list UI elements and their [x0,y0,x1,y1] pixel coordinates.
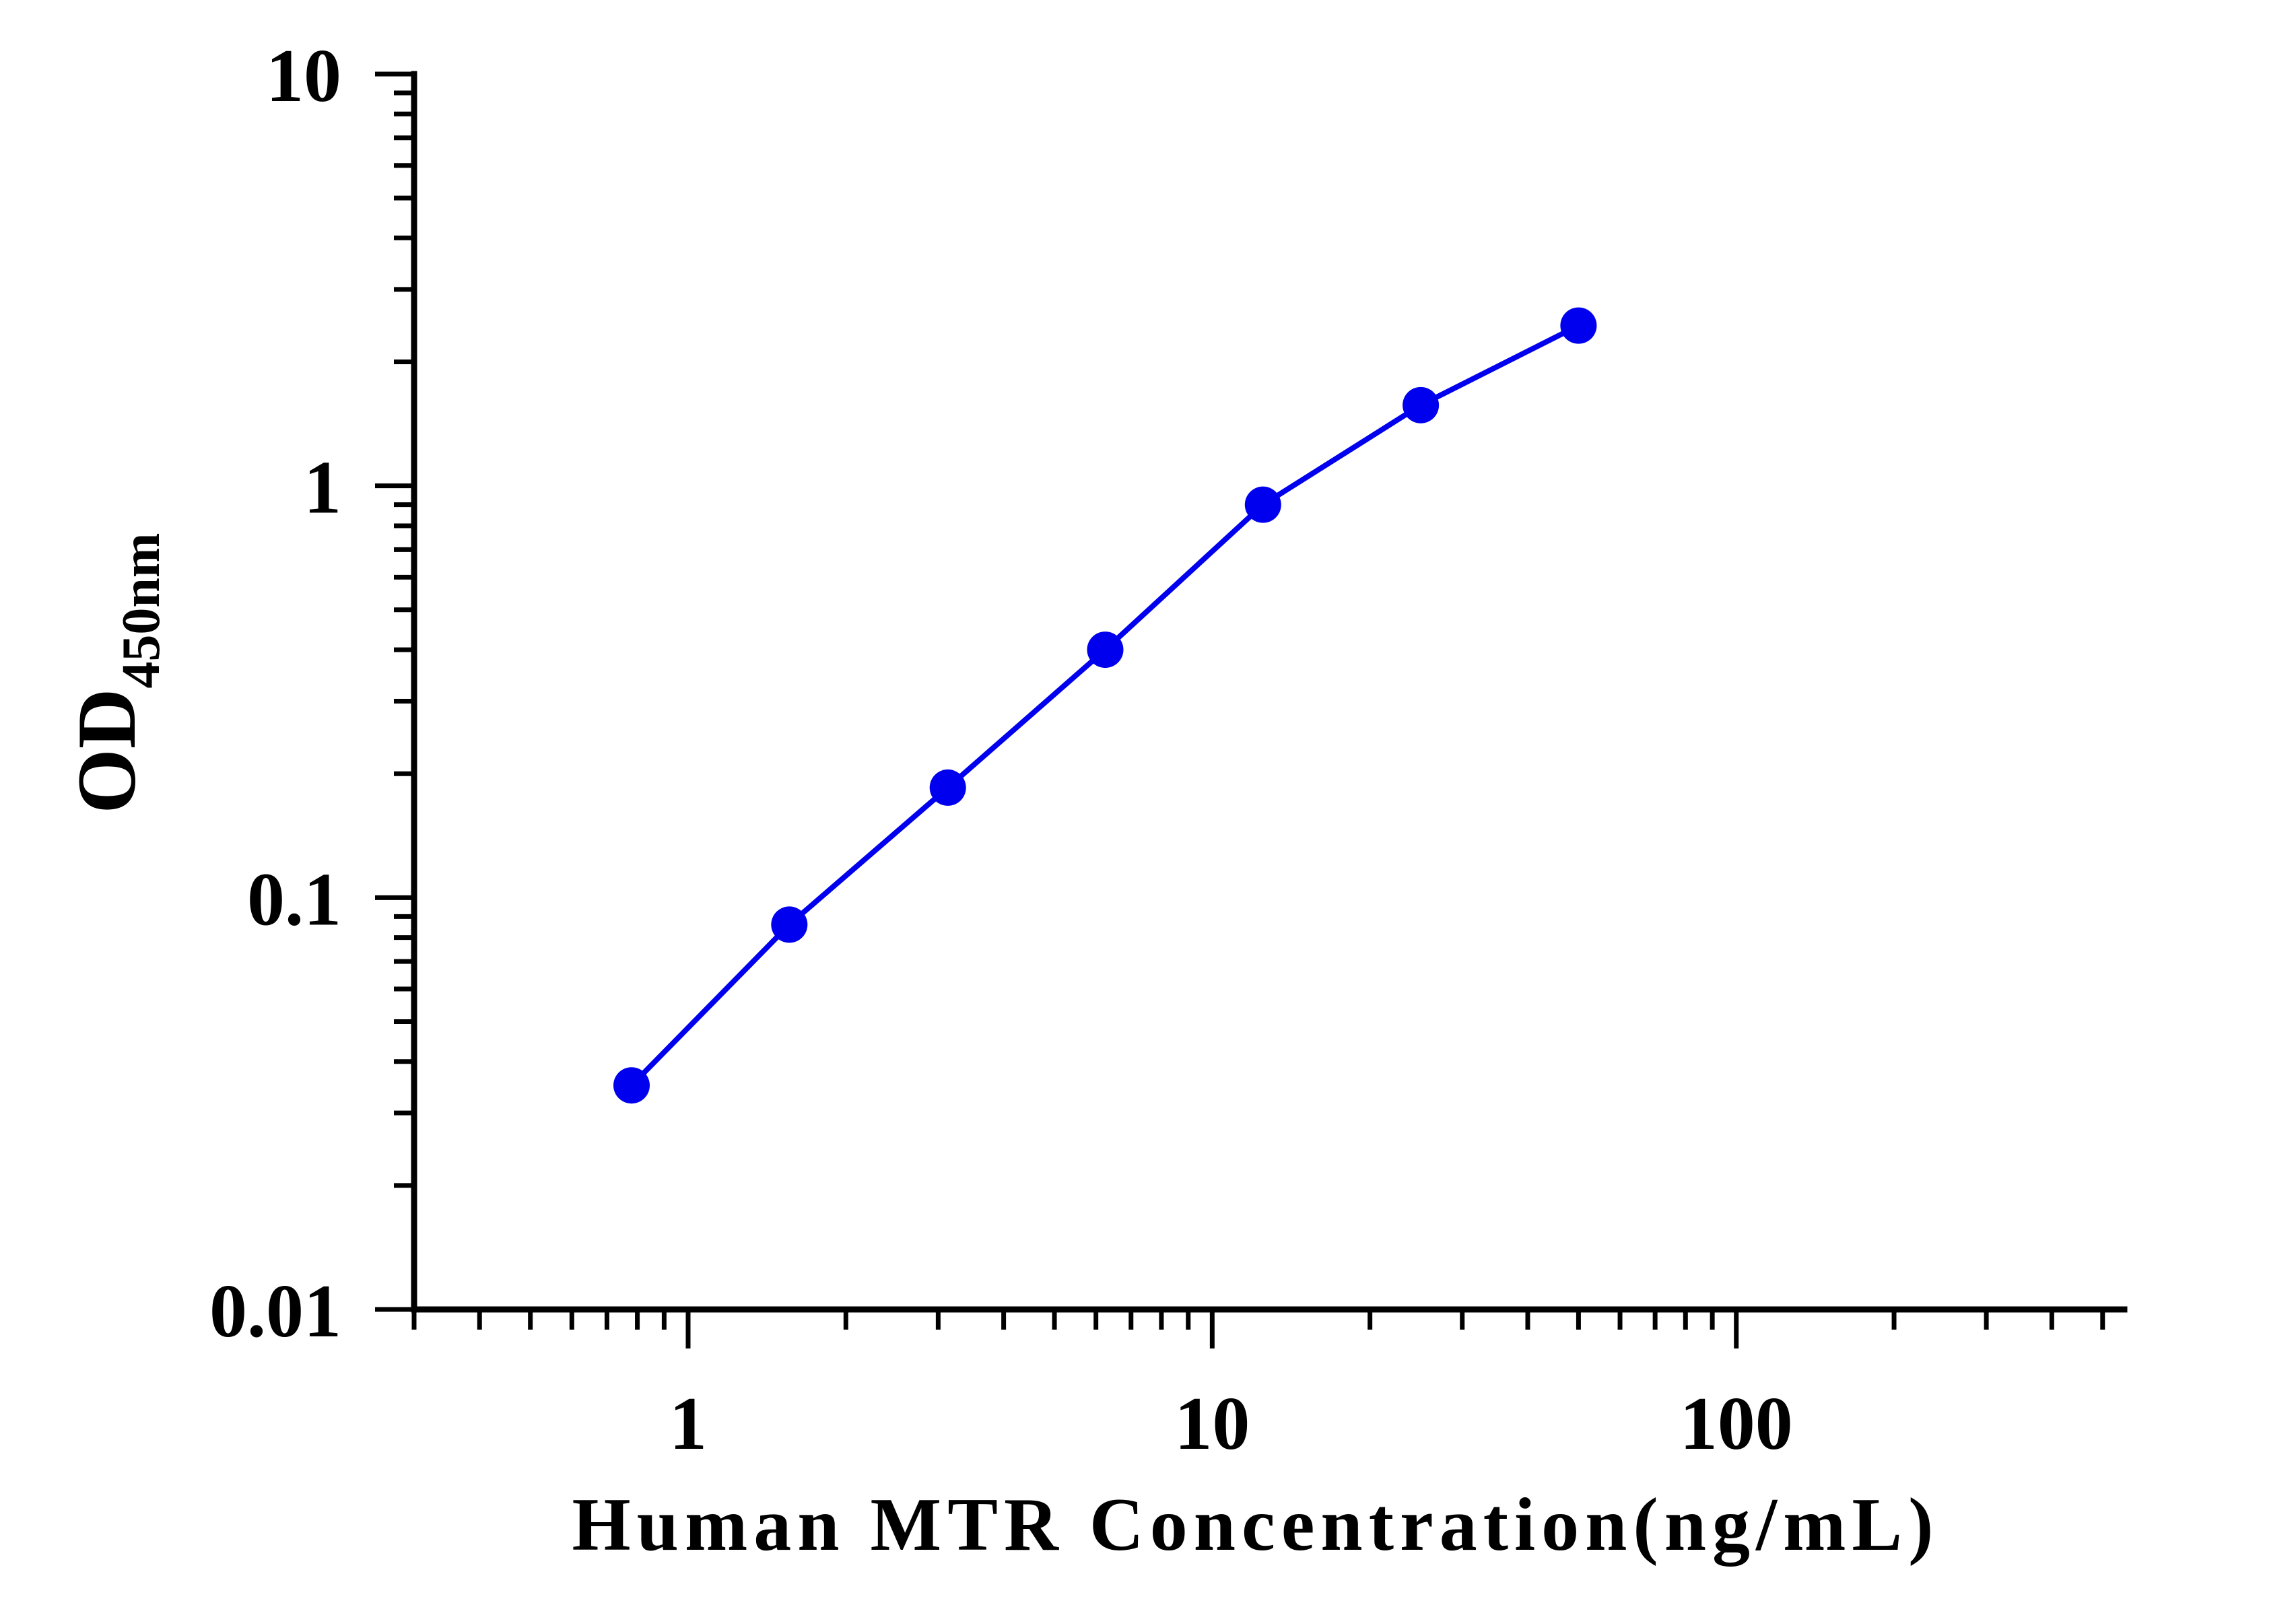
x-axis-label: Human MTR Concentration(ng/mL) [572,1483,1940,1567]
plot-area [613,307,1597,1104]
data-point [613,1067,650,1104]
data-point [929,769,966,806]
x-tick-label: 100 [1680,1382,1793,1466]
data-point [771,906,808,943]
y-axis-label-main: OD [61,689,153,814]
x-tick-label: 1 [669,1382,707,1466]
data-point [1087,631,1124,669]
y-axis-label-subscript: 450nm [112,533,171,688]
x-tick-label: 10 [1174,1382,1250,1466]
series-line [630,323,1580,1088]
y-axis-label: OD450nm [61,533,171,813]
y-tick-label: 0.01 [209,1270,341,1353]
data-point [1244,486,1281,523]
y-tick-label: 10 [266,34,341,118]
axes: 0.01 0.1 1 10 1 10 100 [209,34,2128,1466]
data-point [1403,386,1440,423]
y-tick-label: 1 [304,446,341,530]
data-point [1560,307,1597,344]
y-tick-label: 0.1 [247,858,341,941]
